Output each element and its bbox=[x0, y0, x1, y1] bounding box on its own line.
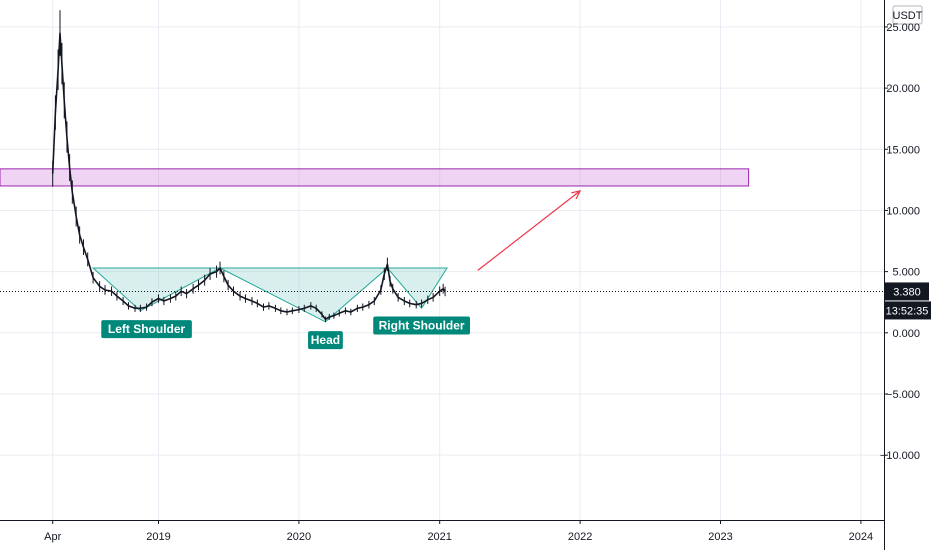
y-tick-label: 0.000 bbox=[892, 328, 920, 340]
projection-arrow-layer bbox=[477, 190, 582, 271]
countdown-box bbox=[885, 301, 931, 320]
pattern-labels-layer: Left Shoulder Head Right Shoulder bbox=[101, 316, 471, 350]
pattern-label-box bbox=[308, 331, 343, 350]
pattern-label: Head bbox=[308, 331, 343, 350]
pattern-label-box bbox=[373, 316, 471, 335]
pattern-triangle-2 bbox=[219, 267, 389, 323]
last-price-box bbox=[885, 282, 929, 301]
x-tick-label: Apr bbox=[44, 531, 61, 543]
x-tick-label: 2020 bbox=[287, 531, 311, 543]
resistance-zone bbox=[0, 168, 750, 187]
resistance-zone-layer bbox=[0, 168, 750, 187]
pattern-triangle-3 bbox=[386, 267, 448, 310]
pattern-label-text: Right Shoulder bbox=[379, 318, 465, 332]
pattern-label: Right Shoulder bbox=[373, 316, 471, 335]
y-tick-label: 15.000 bbox=[886, 144, 920, 156]
price-series-layer bbox=[0, 10, 884, 323]
pattern-label-box bbox=[101, 320, 192, 339]
pattern-label: Left Shoulder bbox=[101, 320, 192, 339]
y-tick-label: 10.000 bbox=[886, 205, 920, 217]
y-tick-label: −10.000 bbox=[880, 450, 920, 462]
time-axis: Apr 2019 2020 2021 2022 2023 2024 bbox=[0, 520, 884, 550]
price-axis-bg bbox=[884, 0, 932, 550]
pattern-label-text: Left Shoulder bbox=[108, 322, 186, 336]
x-tick-label: 2022 bbox=[568, 531, 592, 543]
x-tick-label: 2024 bbox=[849, 531, 873, 543]
y-tick-label: 20.000 bbox=[886, 83, 920, 95]
x-tick-label: 2021 bbox=[427, 531, 451, 543]
projection-arrow-head bbox=[571, 190, 582, 200]
pattern-layer bbox=[91, 267, 448, 323]
y-tick-label: 5.000 bbox=[892, 267, 920, 279]
x-tick-label: 2019 bbox=[146, 531, 170, 543]
countdown-label: 13:52:35 bbox=[886, 305, 929, 317]
time-axis-bg bbox=[0, 520, 884, 550]
projection-arrow-line bbox=[477, 190, 581, 271]
x-tick-label: 2023 bbox=[708, 531, 732, 543]
currency-label: USDT bbox=[893, 10, 923, 22]
currency-badge: USDT bbox=[892, 5, 923, 25]
pattern-triangle-1 bbox=[91, 267, 221, 312]
y-tick-label: −5.000 bbox=[886, 389, 920, 401]
currency-badge-box bbox=[892, 5, 923, 25]
last-price-label: 3.380 bbox=[893, 286, 921, 298]
pattern-label-text: Head bbox=[311, 333, 340, 347]
y-tick-label: 25.000 bbox=[886, 22, 920, 34]
chart-grid bbox=[0, 0, 884, 520]
